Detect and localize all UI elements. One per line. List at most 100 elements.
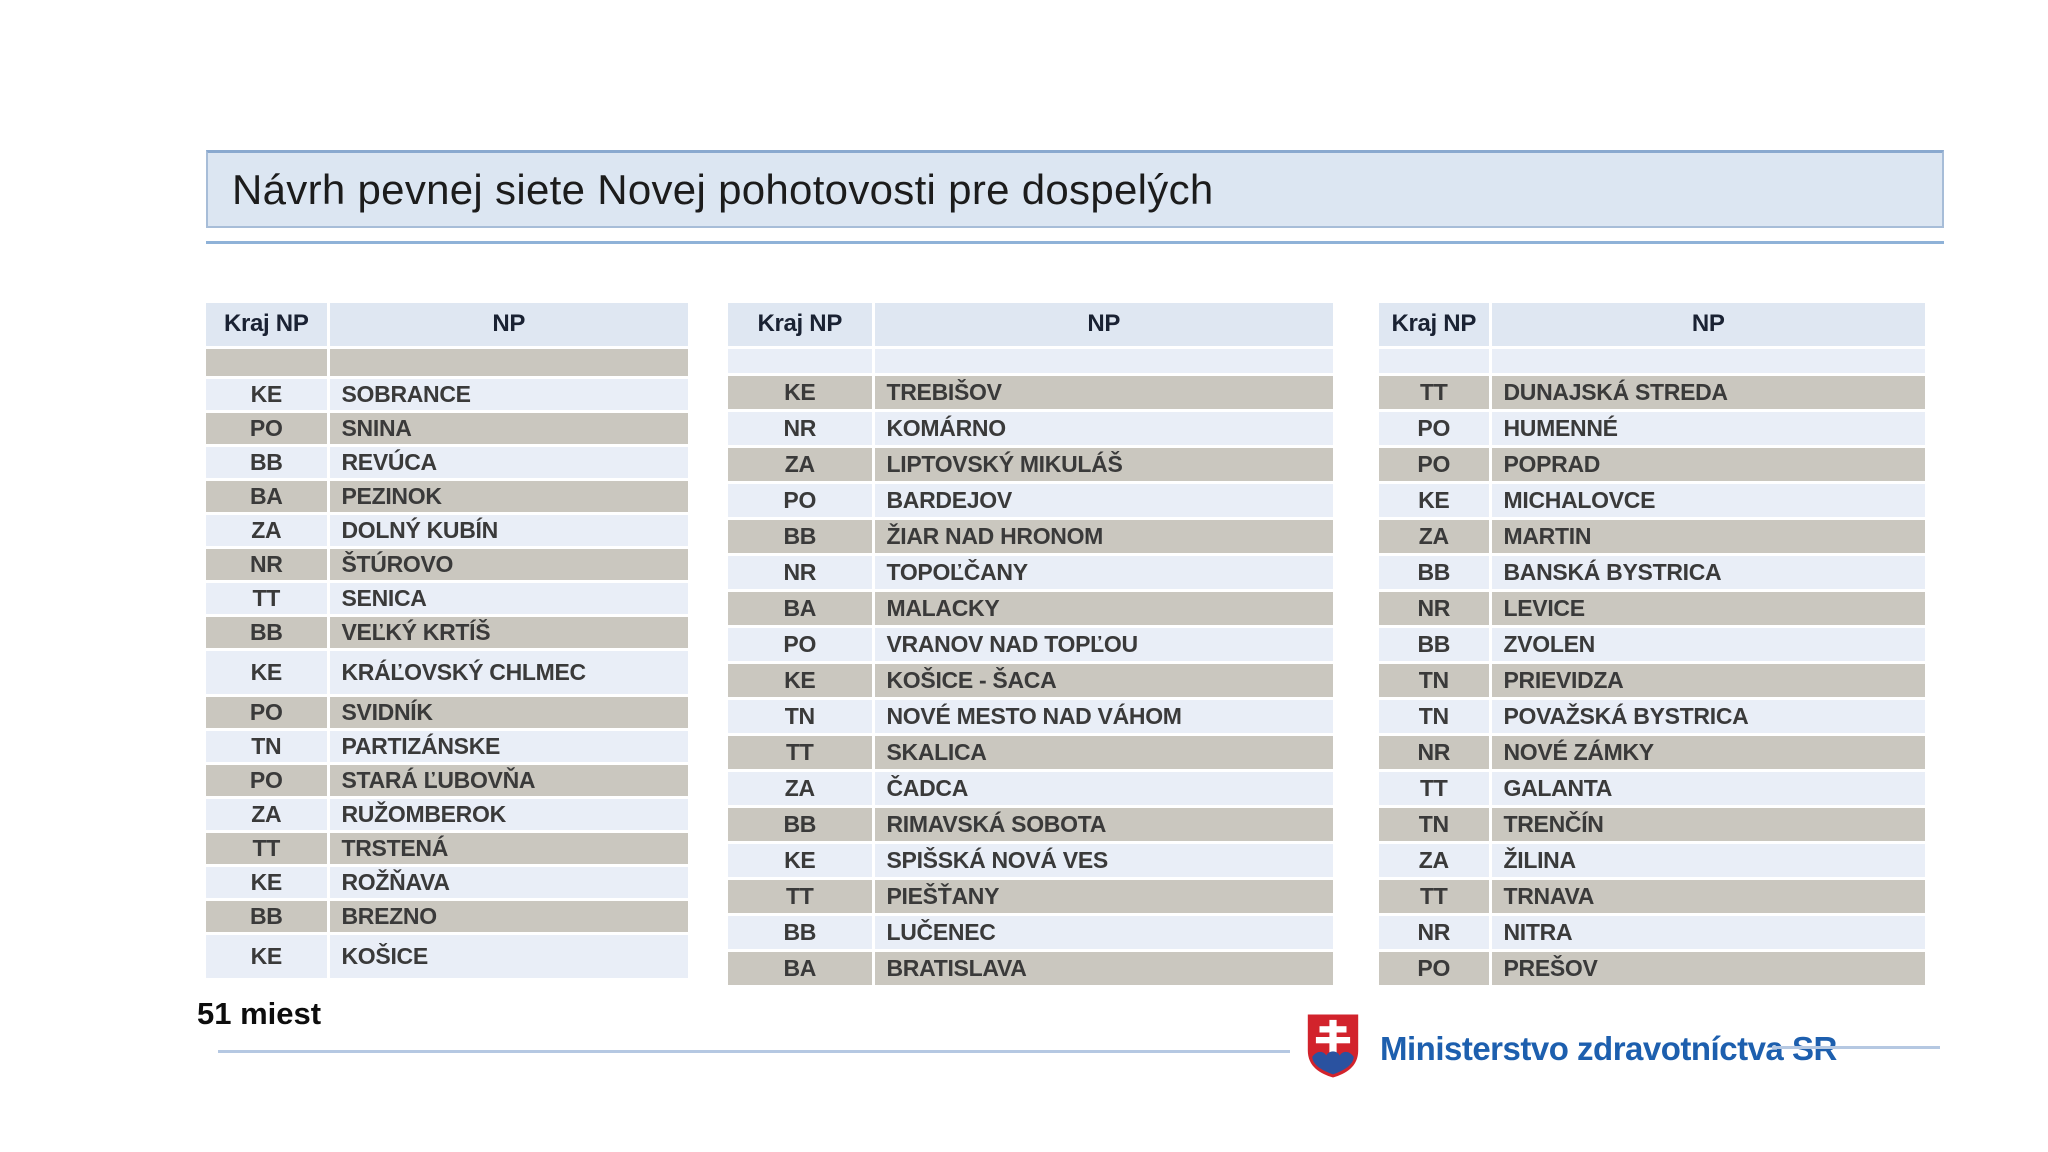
np-cell: ŽILINA: [1488, 842, 1925, 880]
np-cell: REVÚCA: [326, 445, 688, 481]
column-header-kraj: Kraj NP: [728, 303, 873, 349]
table-row: KE TREBIŠOV: [728, 374, 1333, 412]
np-cell: NITRA: [1488, 914, 1925, 952]
column-header-kraj: Kraj NP: [1379, 303, 1490, 349]
kraj-cell: BB: [728, 518, 873, 556]
kraj-cell: NR: [206, 547, 328, 583]
table-row: PO SNINA: [206, 411, 688, 447]
np-table-left: Kraj NP NP KE SOBRANCE PO SNINA BB REVÚCA BA PE…: [206, 303, 688, 981]
kraj-cell: TT: [206, 831, 328, 867]
table-row: BB ZVOLEN: [1379, 626, 1925, 664]
table-row: PO POPRAD: [1379, 446, 1925, 484]
kraj-cell: KE: [206, 377, 328, 413]
np-cell: NOVÉ ZÁMKY: [1488, 734, 1925, 772]
ministry-logo: Ministerstvo zdravotníctva SR: [1306, 1012, 1837, 1085]
np-cell: BANSKÁ BYSTRICA: [1488, 554, 1925, 592]
kraj-cell: KE: [206, 933, 328, 981]
table-row: PO PREŠOV: [1379, 950, 1925, 988]
np-cell: ZVOLEN: [1488, 626, 1925, 664]
np-cell: KRÁĽOVSKÝ CHLMEC: [326, 649, 688, 697]
table-row: KE SPIŠSKÁ NOVÁ VES: [728, 842, 1333, 880]
divider-line-left: [218, 1050, 1290, 1053]
np-cell: POVAŽSKÁ BYSTRICA: [1488, 698, 1925, 736]
column-header-np: NP: [871, 303, 1333, 349]
np-cell: PRIEVIDZA: [1488, 662, 1925, 700]
table-row: TT DUNAJSKÁ STREDA: [1379, 374, 1925, 412]
slide-title-bar: Návrh pevnej siete Novej pohotovosti pre…: [206, 150, 1944, 228]
np-cell: PEZINOK: [326, 479, 688, 515]
kraj-cell: KE: [728, 374, 873, 412]
np-cell: ŽIAR NAD HRONOM: [871, 518, 1333, 556]
kraj-cell: TN: [1379, 698, 1490, 736]
np-cell: STARÁ ĽUBOVŇA: [326, 763, 688, 799]
np-cell: LEVICE: [1488, 590, 1925, 628]
kraj-cell: ZA: [1379, 518, 1490, 556]
kraj-cell: NR: [728, 554, 873, 592]
coat-of-arms-icon: [1306, 1012, 1360, 1085]
kraj-cell: BA: [206, 479, 328, 515]
np-cell: KOŠICE: [326, 933, 688, 981]
kraj-cell: BA: [728, 590, 873, 628]
np-cell: VRANOV NAD TOPĽOU: [871, 626, 1333, 664]
kraj-cell: PO: [728, 626, 873, 664]
table-row: TT GALANTA: [1379, 770, 1925, 808]
kraj-cell: TT: [1379, 770, 1490, 808]
np-cell: SPIŠSKÁ NOVÁ VES: [871, 842, 1333, 880]
table-row: BB VEĽKÝ KRTÍŠ: [206, 615, 688, 651]
table-row: NR ŠTÚROVO: [206, 547, 688, 583]
column-header-np: NP: [1488, 303, 1925, 349]
table-row: PO HUMENNÉ: [1379, 410, 1925, 448]
table-row: TT PIEŠŤANY: [728, 878, 1333, 916]
table-row: TN POVAŽSKÁ BYSTRICA: [1379, 698, 1925, 736]
table-row: TN NOVÉ MESTO NAD VÁHOM: [728, 698, 1333, 736]
slide-title: Návrh pevnej siete Novej pohotovosti pre…: [232, 165, 1214, 213]
table-row: ZA LIPTOVSKÝ MIKULÁŠ: [728, 446, 1333, 484]
kraj-cell: TN: [1379, 662, 1490, 700]
kraj-cell: BA: [728, 950, 873, 988]
kraj-cell: PO: [728, 482, 873, 520]
table-header-row: Kraj NP NP: [1379, 303, 1925, 349]
table-row: ZA ČADCA: [728, 770, 1333, 808]
table-row: NR KOMÁRNO: [728, 410, 1333, 448]
np-cell: POPRAD: [1488, 446, 1925, 484]
np-cell: KOŠICE - ŠACA: [871, 662, 1333, 700]
np-cell: ROŽŇAVA: [326, 865, 688, 901]
np-cell: PIEŠŤANY: [871, 878, 1333, 916]
kraj-cell: BB: [206, 445, 328, 481]
np-cell: TREBIŠOV: [871, 374, 1333, 412]
kraj-cell: [728, 347, 873, 376]
table-row: BB REVÚCA: [206, 445, 688, 481]
np-cell: VEĽKÝ KRTÍŠ: [326, 615, 688, 651]
table-row: BB ŽIAR NAD HRONOM: [728, 518, 1333, 556]
kraj-cell: ZA: [1379, 842, 1490, 880]
table-row: PO VRANOV NAD TOPĽOU: [728, 626, 1333, 664]
kraj-cell: BB: [206, 615, 328, 651]
np-cell: SVIDNÍK: [326, 695, 688, 731]
kraj-cell: TT: [728, 734, 873, 772]
table-row: NR NITRA: [1379, 914, 1925, 952]
table-row: TT TRNAVA: [1379, 878, 1925, 916]
np-cell: LIPTOVSKÝ MIKULÁŠ: [871, 446, 1333, 484]
np-cell: TRENČÍN: [1488, 806, 1925, 844]
np-cell: RIMAVSKÁ SOBOTA: [871, 806, 1333, 844]
np-cell: HUMENNÉ: [1488, 410, 1925, 448]
np-cell: RUŽOMBEROK: [326, 797, 688, 833]
table-row: TT SKALICA: [728, 734, 1333, 772]
kraj-cell: ZA: [206, 513, 328, 549]
table-row: KE KOŠICE: [206, 933, 688, 981]
kraj-cell: BB: [728, 914, 873, 952]
title-underline: [206, 241, 1944, 244]
column-header-kraj: Kraj NP: [206, 303, 328, 349]
np-cell: SOBRANCE: [326, 377, 688, 413]
table-row: KE MICHALOVCE: [1379, 482, 1925, 520]
table-row: NR TOPOĽČANY: [728, 554, 1333, 592]
np-table-right: Kraj NP NP TT DUNAJSKÁ STREDA PO HUMENNÉ PO P…: [1379, 303, 1925, 988]
table-row: NR NOVÉ ZÁMKY: [1379, 734, 1925, 772]
table-row: BB LUČENEC: [728, 914, 1333, 952]
kraj-cell: TT: [1379, 878, 1490, 916]
table-row: ZA MARTIN: [1379, 518, 1925, 556]
np-cell: SKALICA: [871, 734, 1333, 772]
np-cell: [871, 347, 1333, 376]
kraj-cell: TN: [206, 729, 328, 765]
kraj-cell: [1379, 347, 1490, 376]
